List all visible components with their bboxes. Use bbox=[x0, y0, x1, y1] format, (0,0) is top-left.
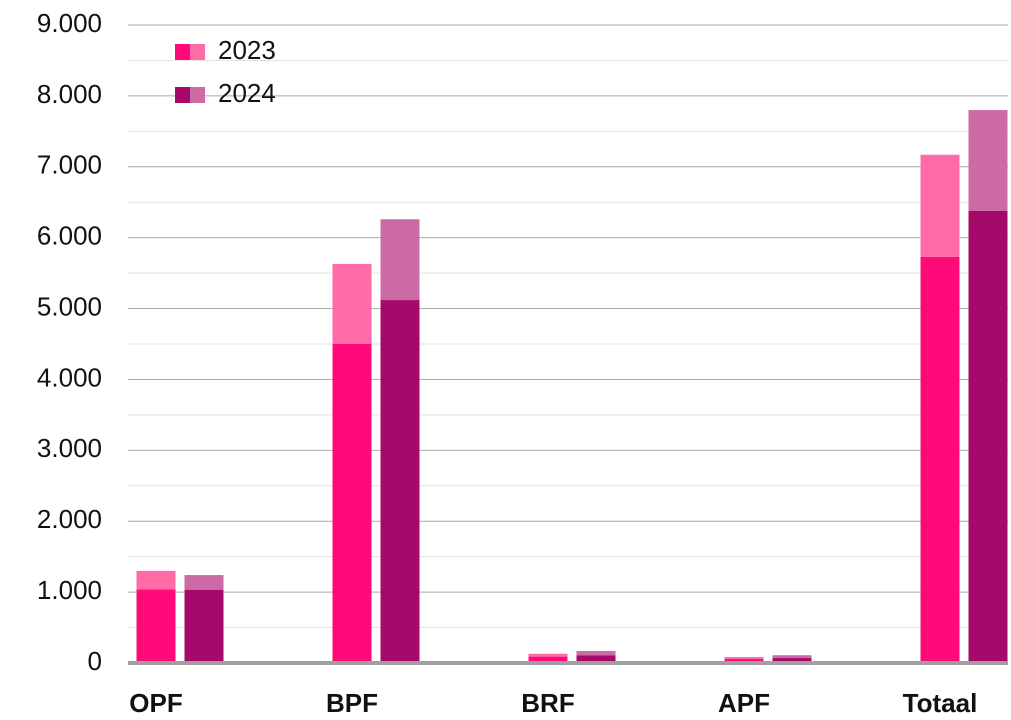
legend-swatch bbox=[190, 44, 205, 60]
bar-segment bbox=[772, 655, 812, 659]
y-tick-label: 3.000 bbox=[37, 433, 102, 463]
bar-segment bbox=[528, 653, 568, 657]
legend-swatch bbox=[175, 44, 190, 60]
x-tick-label: APF bbox=[718, 688, 770, 718]
y-tick-label: 1.000 bbox=[37, 575, 102, 605]
y-tick-label: 8.000 bbox=[37, 79, 102, 109]
bar-segment bbox=[184, 589, 224, 663]
bar-segment bbox=[332, 263, 372, 344]
bar-segment bbox=[772, 658, 812, 663]
legend-label: 2023 bbox=[218, 35, 276, 65]
x-tick-label: BRF bbox=[521, 688, 574, 718]
bar-segment bbox=[380, 300, 420, 663]
bar-segment bbox=[724, 658, 764, 663]
bar-segment bbox=[136, 589, 176, 663]
legend-swatch bbox=[175, 87, 190, 103]
x-tick-label: OPF bbox=[129, 688, 182, 718]
legend-swatch bbox=[190, 87, 205, 103]
bar-segment bbox=[332, 344, 372, 663]
bar-segment bbox=[968, 210, 1008, 663]
bar-segment bbox=[184, 575, 224, 590]
bar-segment bbox=[576, 650, 616, 656]
bar-segment bbox=[528, 656, 568, 663]
bar-segment bbox=[968, 110, 1008, 211]
bar-segment bbox=[380, 219, 420, 301]
y-tick-label: 0 bbox=[88, 646, 102, 676]
x-tick-label: Totaal bbox=[903, 688, 978, 718]
bar-segment bbox=[920, 256, 960, 663]
y-tick-label: 2.000 bbox=[37, 504, 102, 534]
bar-segment bbox=[724, 656, 764, 659]
y-tick-label: 9.000 bbox=[37, 8, 102, 38]
bar-segment bbox=[136, 570, 176, 590]
y-tick-label: 7.000 bbox=[37, 150, 102, 180]
y-tick-label: 6.000 bbox=[37, 221, 102, 251]
legend-label: 2024 bbox=[218, 78, 276, 108]
bar-segment bbox=[576, 655, 616, 663]
y-tick-label: 5.000 bbox=[37, 291, 102, 321]
y-tick-label: 4.000 bbox=[37, 362, 102, 392]
bar-segment bbox=[920, 154, 960, 257]
x-tick-label: BPF bbox=[326, 688, 378, 718]
